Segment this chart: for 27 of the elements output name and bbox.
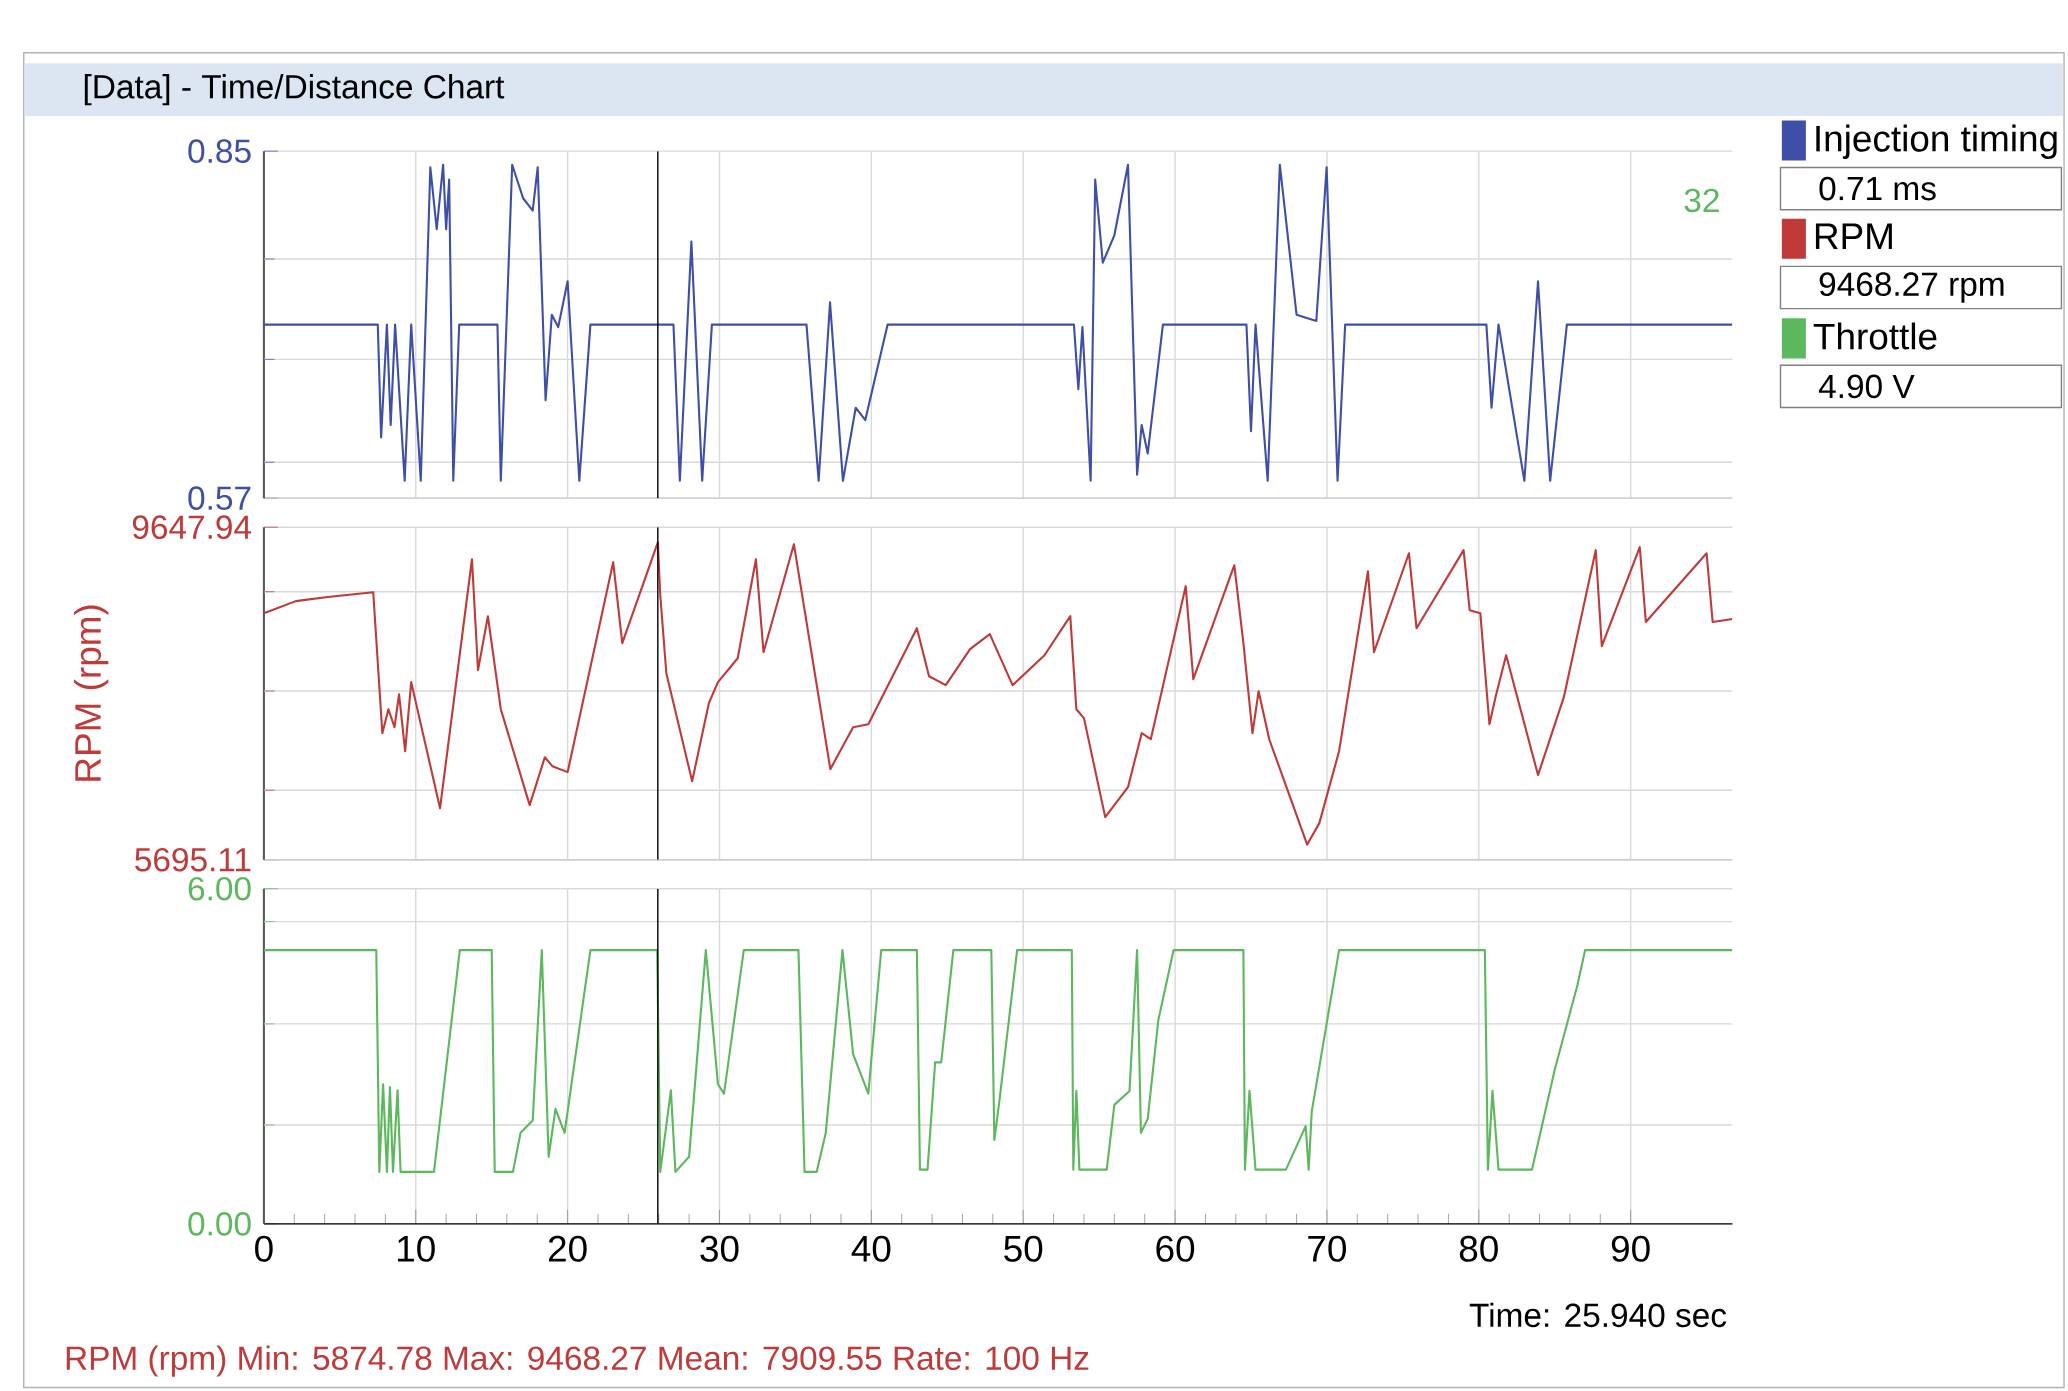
y-tick-label: 0.57 <box>188 486 251 510</box>
y-tick-label: 5695.11 <box>135 847 251 872</box>
text: RPM (rpm) Min: 5874.78 Max: 9468.27 Mean: 7909.55 Rate: 100 Hz <box>66 1345 1089 1377</box>
y-tick-label: 6.00 <box>188 876 251 901</box>
legend-label: Injection timing <box>1816 124 2057 159</box>
text: 4.90 V <box>1818 374 1915 399</box>
x-tick-label: 70 <box>1308 1235 1346 1262</box>
chart-title: [Data] - Time/Distance Chart <box>84 73 505 106</box>
x-tick-label: 40 <box>851 1235 891 1262</box>
x-tick-label: 30 <box>700 1235 739 1262</box>
x-tick-label: 90 <box>1611 1235 1650 1262</box>
y-tick-label: 0.85 <box>188 139 251 163</box>
y-axis-title: RPM (rpm) <box>73 605 109 781</box>
x-tick-label: 60 <box>1156 1235 1195 1262</box>
x-tick-label: 20 <box>548 1235 587 1262</box>
y-tick-label: 0.00 <box>188 1211 251 1236</box>
x-tick-label: 80 <box>1459 1235 1498 1262</box>
x-tick-label: 50 <box>1004 1235 1043 1262</box>
x-tick-label: 10 <box>398 1235 435 1262</box>
annotation: 32 <box>1684 188 1719 213</box>
text: Time: 25.940 sec <box>1469 1302 1727 1327</box>
text: 9468.27 rpm <box>1819 272 2004 303</box>
y-tick-label: 9647.94 <box>132 515 252 539</box>
x-tick-label: 0 <box>255 1235 273 1262</box>
text: 0.71 ms <box>1819 176 1936 201</box>
legend-label: RPM <box>1815 223 1892 249</box>
legend-label: Throttle <box>1813 322 1937 350</box>
